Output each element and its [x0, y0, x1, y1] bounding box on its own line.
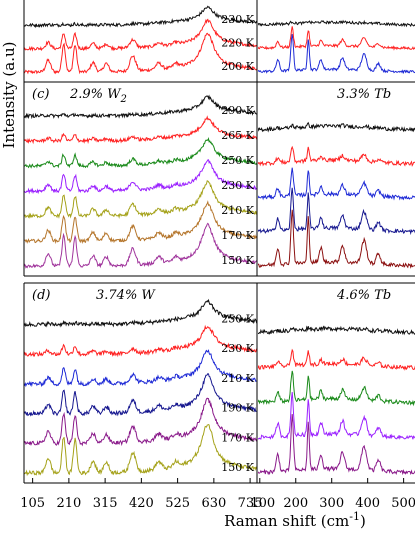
spectrum-series — [24, 298, 257, 328]
x-tick-label: 735 — [238, 496, 263, 511]
temperature-label: 210 K — [221, 372, 254, 385]
spectrum-series — [258, 167, 415, 201]
spectrum-series — [24, 94, 257, 120]
temperature-label: 290 K — [221, 104, 254, 117]
x-axis-label-sup: -1 — [349, 510, 360, 523]
panels-layer — [24, 5, 415, 477]
spectrum-series — [258, 209, 415, 269]
spectrum-series — [258, 121, 415, 133]
spectrum-series — [258, 34, 415, 75]
spectrum-series — [258, 26, 415, 51]
x-axis-label: Raman shift (cm-1) — [224, 510, 366, 530]
spectrum-series — [24, 373, 257, 417]
panel-letter: (c) — [32, 87, 49, 102]
panel-left-2 — [24, 298, 257, 477]
spectrum-series — [258, 414, 415, 476]
x-tick-label: 100 — [250, 496, 275, 511]
temperature-label: 230 K — [221, 13, 254, 26]
x-axis-label-text: Raman shift (cm — [224, 512, 349, 530]
x-tick-label: 420 — [129, 496, 154, 511]
spectrum-series — [24, 32, 257, 75]
labels-layer: 230 K 220 K 200 K 290 K 265 K 250 K 230 K 210 K… — [0, 13, 415, 530]
temperature-label: 250 K — [221, 313, 254, 326]
temperature-label: 170 K — [221, 229, 254, 242]
spectrum-series — [258, 325, 415, 336]
concentration-label: 3.74% W — [96, 288, 156, 303]
spectrum-series — [24, 137, 257, 169]
temperature-label: 150 K — [221, 461, 254, 474]
panel-left-1 — [24, 94, 257, 269]
temperature-label: 190 K — [221, 402, 254, 415]
panel-right-2 — [258, 325, 415, 476]
spectrum-series — [258, 19, 415, 28]
x-tick-label: 315 — [93, 496, 118, 511]
spectrum-series — [258, 187, 415, 236]
x-tick-label: 525 — [165, 496, 190, 511]
concentration-label: 2.9% W2 — [69, 87, 127, 105]
spectrum-series — [258, 348, 415, 371]
temperature-label: 230 K — [221, 342, 254, 355]
temperature-label: 250 K — [221, 154, 254, 167]
x-tick-label: 400 — [355, 496, 380, 511]
spectrum-series — [258, 370, 415, 407]
temperature-label: 265 K — [221, 129, 254, 142]
spectrum-series — [24, 324, 257, 358]
spectrum-series — [24, 200, 257, 245]
x-axis-label-close: ) — [360, 512, 366, 530]
concentration-subscript: 2 — [120, 94, 127, 105]
x-tick-label: 300 — [319, 496, 344, 511]
temperature-label: 170 K — [221, 431, 254, 444]
x-tick-label: 630 — [201, 496, 226, 511]
x-tick-label: 105 — [20, 496, 45, 511]
panel-left-0 — [24, 5, 257, 75]
panel-letter: (d) — [32, 288, 50, 303]
y-axis-label: Intensity (a.u) — [0, 42, 18, 149]
frames-layer — [23, 0, 415, 484]
temperature-label: 230 K — [221, 179, 254, 192]
temperature-label: 150 K — [221, 254, 254, 267]
temperature-label: 220 K — [221, 37, 254, 50]
spectrum-series — [24, 5, 257, 29]
temperature-label: 200 K — [221, 60, 254, 73]
spectrum-series — [24, 115, 257, 145]
panel-right-1 — [258, 121, 415, 269]
temperature-label: 210 K — [221, 204, 254, 217]
spectrum-series — [24, 424, 257, 477]
concentration-label: 4.6% Tb — [336, 288, 391, 303]
spectrum-series — [258, 392, 415, 440]
x-tick-label: 200 — [283, 496, 308, 511]
x-tick-label: 210 — [56, 496, 81, 511]
spectrum-series — [24, 222, 257, 269]
spectrum-series — [24, 18, 257, 52]
spectrum-series — [258, 145, 415, 167]
concentration-label: 3.3% Tb — [337, 87, 391, 102]
spectrum-series — [24, 180, 257, 219]
spectrum-series — [24, 349, 257, 388]
spectrum-series — [24, 397, 257, 447]
x-tick-label: 500 — [391, 496, 415, 511]
panel-right-0 — [258, 19, 415, 75]
spectrum-series — [24, 159, 257, 195]
